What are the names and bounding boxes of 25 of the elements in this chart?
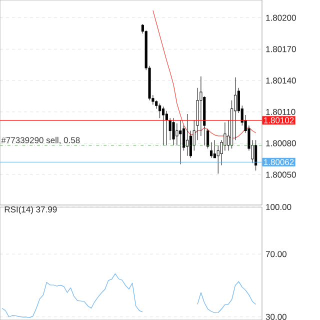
candlestick — [206, 128, 210, 149]
ref-line-label: 1.80102 — [264, 117, 294, 124]
candlestick — [254, 140, 258, 171]
y-tick-label: 1.80080 — [266, 140, 296, 146]
candlestick — [186, 114, 189, 156]
ref-line-label: 1.80062 — [264, 159, 294, 166]
candlestick — [165, 110, 168, 146]
candlestick — [179, 120, 182, 164]
y-tick-label: 100.00 — [266, 204, 292, 210]
chart-title: RSI(14) 37.99 — [4, 206, 57, 214]
candlestick — [172, 118, 175, 146]
y-tick-label: 1.80200 — [266, 14, 296, 21]
candlestick — [162, 106, 165, 146]
candlestick — [189, 130, 192, 158]
candlestick — [158, 103, 162, 118]
y-tick-label: 70.00 — [266, 251, 286, 258]
candlestick — [213, 140, 216, 158]
y-tick-label: 1.80170 — [266, 46, 296, 52]
candlestick — [182, 125, 186, 151]
y-tick-label: 1.80140 — [266, 78, 296, 84]
ref-line-label: #77339290 sell, 0.58 — [1, 136, 80, 144]
y-tick-label: 30.00 — [266, 314, 286, 320]
candlestick — [210, 142, 213, 158]
y-tick-label: 1.80050 — [266, 172, 296, 178]
y-tick-label: 1.80110 — [266, 108, 296, 115]
